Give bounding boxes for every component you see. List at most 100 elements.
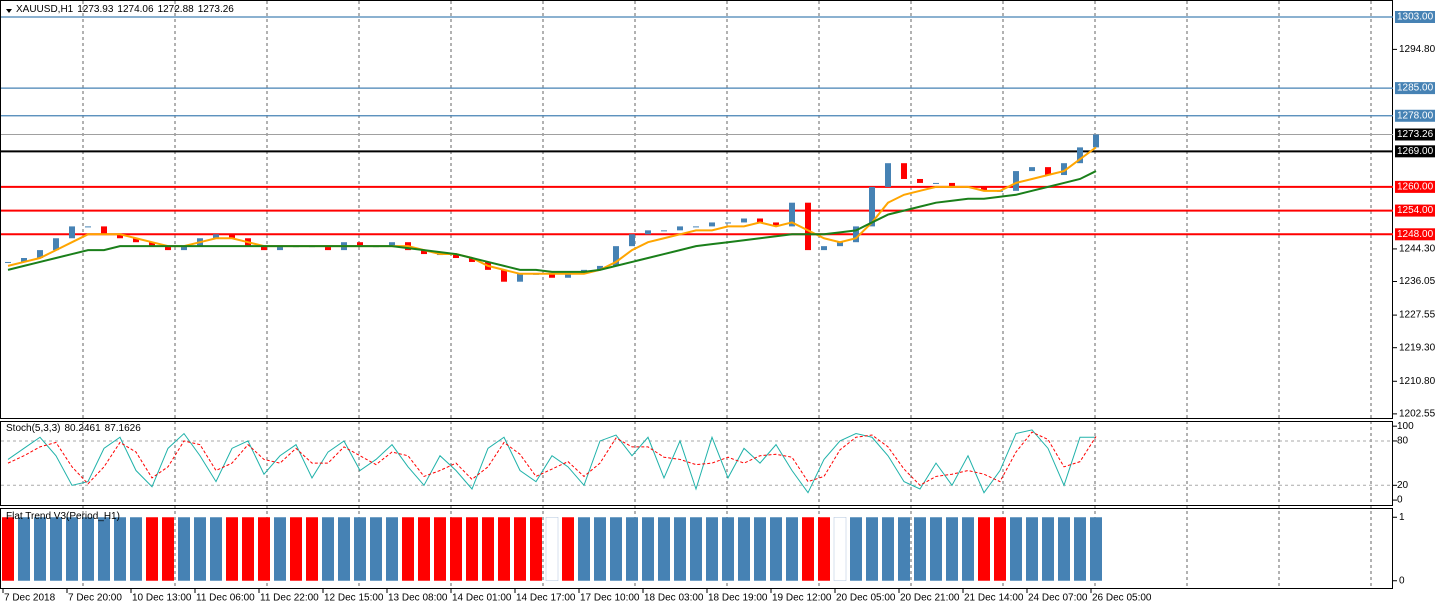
y-tick-label: 1236.05: [1399, 276, 1436, 287]
trend-bar: [962, 517, 974, 581]
candle: [229, 234, 235, 239]
trend-bar: [738, 517, 750, 581]
candle: [565, 273, 571, 278]
level-label: 1278.00: [1397, 110, 1434, 121]
level-label-bg: [1395, 180, 1435, 193]
level-label: 1285.00: [1397, 83, 1434, 94]
level-label-bg: [1395, 109, 1435, 122]
ohlc-value: 1274.06: [117, 4, 154, 15]
candle: [901, 163, 907, 179]
trend-bar: [242, 517, 254, 581]
trend-bar: [722, 517, 734, 581]
trend-panel: [0, 508, 1393, 589]
x-tick-label: 20 Dec 05:00: [836, 593, 896, 604]
stoch-name: Stoch(5,3,3): [6, 423, 61, 434]
trend-bar: [2, 517, 14, 581]
trend-bar: [562, 517, 574, 581]
trend-bar: [914, 517, 926, 581]
candle: [5, 261, 11, 263]
trend-bar: [1010, 517, 1022, 581]
x-tick-label: 7 Dec 20:00: [68, 593, 122, 604]
trend-bar: [770, 517, 782, 581]
trend-bar: [338, 517, 350, 581]
trend-bar: [498, 517, 510, 581]
candle: [869, 186, 875, 227]
candle: [725, 222, 731, 224]
trend-bar: [514, 517, 526, 581]
trend-bar: [162, 517, 174, 581]
ohlc-value: 1272.88: [157, 4, 194, 15]
candle: [933, 182, 939, 184]
x-tick-label: 18 Dec 03:00: [644, 593, 704, 604]
candle: [421, 250, 427, 255]
level-label: 1254.00: [1397, 205, 1434, 216]
trend-bar: [802, 517, 814, 581]
trend-bar: [178, 517, 190, 581]
level-label: 1248.00: [1397, 229, 1434, 240]
candle: [661, 230, 667, 232]
level-label: 1303.00: [1397, 12, 1434, 23]
x-tick-label: 7 Dec 2018: [4, 593, 56, 604]
y-tick-label: 1244.30: [1399, 244, 1436, 255]
x-tick-label: 21 Dec 14:00: [964, 593, 1024, 604]
trend-bar: [690, 517, 702, 581]
candle: [357, 242, 363, 247]
candle: [837, 242, 843, 247]
trend-bar: [754, 517, 766, 581]
trend-bar: [146, 517, 158, 581]
trend-bar: [290, 517, 302, 581]
trend-bar: [418, 517, 430, 581]
trend-bar: [1042, 517, 1054, 581]
trend-bar: [66, 517, 78, 581]
x-tick-label: 12 Dec 15:00: [324, 593, 384, 604]
trend-bar: [818, 517, 830, 581]
stoch-value: 80.2461: [64, 423, 101, 434]
candle: [69, 226, 75, 239]
candle: [629, 234, 635, 247]
x-tick-label: 20 Dec 21:00: [900, 593, 960, 604]
trend-bar: [354, 517, 366, 581]
trend-bar: [898, 517, 910, 581]
trend-bar: [114, 517, 126, 581]
trend-bar: [545, 517, 559, 581]
candle: [133, 238, 139, 243]
trend-bar: [258, 517, 270, 581]
trend-bar: [578, 517, 590, 581]
x-tick-label: 10 Dec 13:00: [132, 593, 192, 604]
x-tick-label: 11 Dec 06:00: [196, 593, 255, 604]
candle: [1045, 167, 1051, 176]
level-label-bg: [1395, 128, 1435, 141]
x-tick-label: 14 Dec 17:00: [516, 593, 576, 604]
trend-bar: [866, 517, 878, 581]
trend-bar: [530, 517, 542, 581]
trend-bar: [786, 517, 798, 581]
trend-bar: [98, 517, 110, 581]
trend-bar: [1058, 517, 1070, 581]
trend-bar: [402, 517, 414, 581]
candle: [789, 202, 795, 227]
level-label-bg: [1395, 204, 1435, 217]
trend-name: Flat Trend V3(Period_H1): [6, 511, 120, 522]
y-tick-label: 1227.55: [1399, 310, 1436, 321]
level-label-bg: [1395, 145, 1435, 158]
y-tick-label: 100: [1397, 421, 1414, 432]
candle: [21, 258, 27, 262]
symbol-header: XAUUSD,H1 1273.93 1274.06 1272.88 1273.26: [16, 4, 238, 15]
candle: [773, 222, 779, 227]
y-tick-label: 1202.55: [1399, 409, 1436, 420]
trend-bar: [674, 517, 686, 581]
level-label: 1273.26: [1397, 129, 1434, 140]
trend-bar: [210, 517, 222, 581]
candle: [53, 238, 59, 251]
trend-bar: [466, 517, 478, 581]
x-tick-label: 26 Dec 05:00: [1092, 593, 1152, 604]
ohlc-value: 1273.93: [77, 4, 114, 15]
trend-bar: [274, 517, 286, 581]
candle: [709, 222, 715, 227]
candle: [101, 226, 107, 235]
trend-bar: [610, 517, 622, 581]
x-tick-label: 14 Dec 01:00: [452, 593, 512, 604]
candle: [501, 269, 507, 282]
trend-bar: [370, 517, 382, 581]
